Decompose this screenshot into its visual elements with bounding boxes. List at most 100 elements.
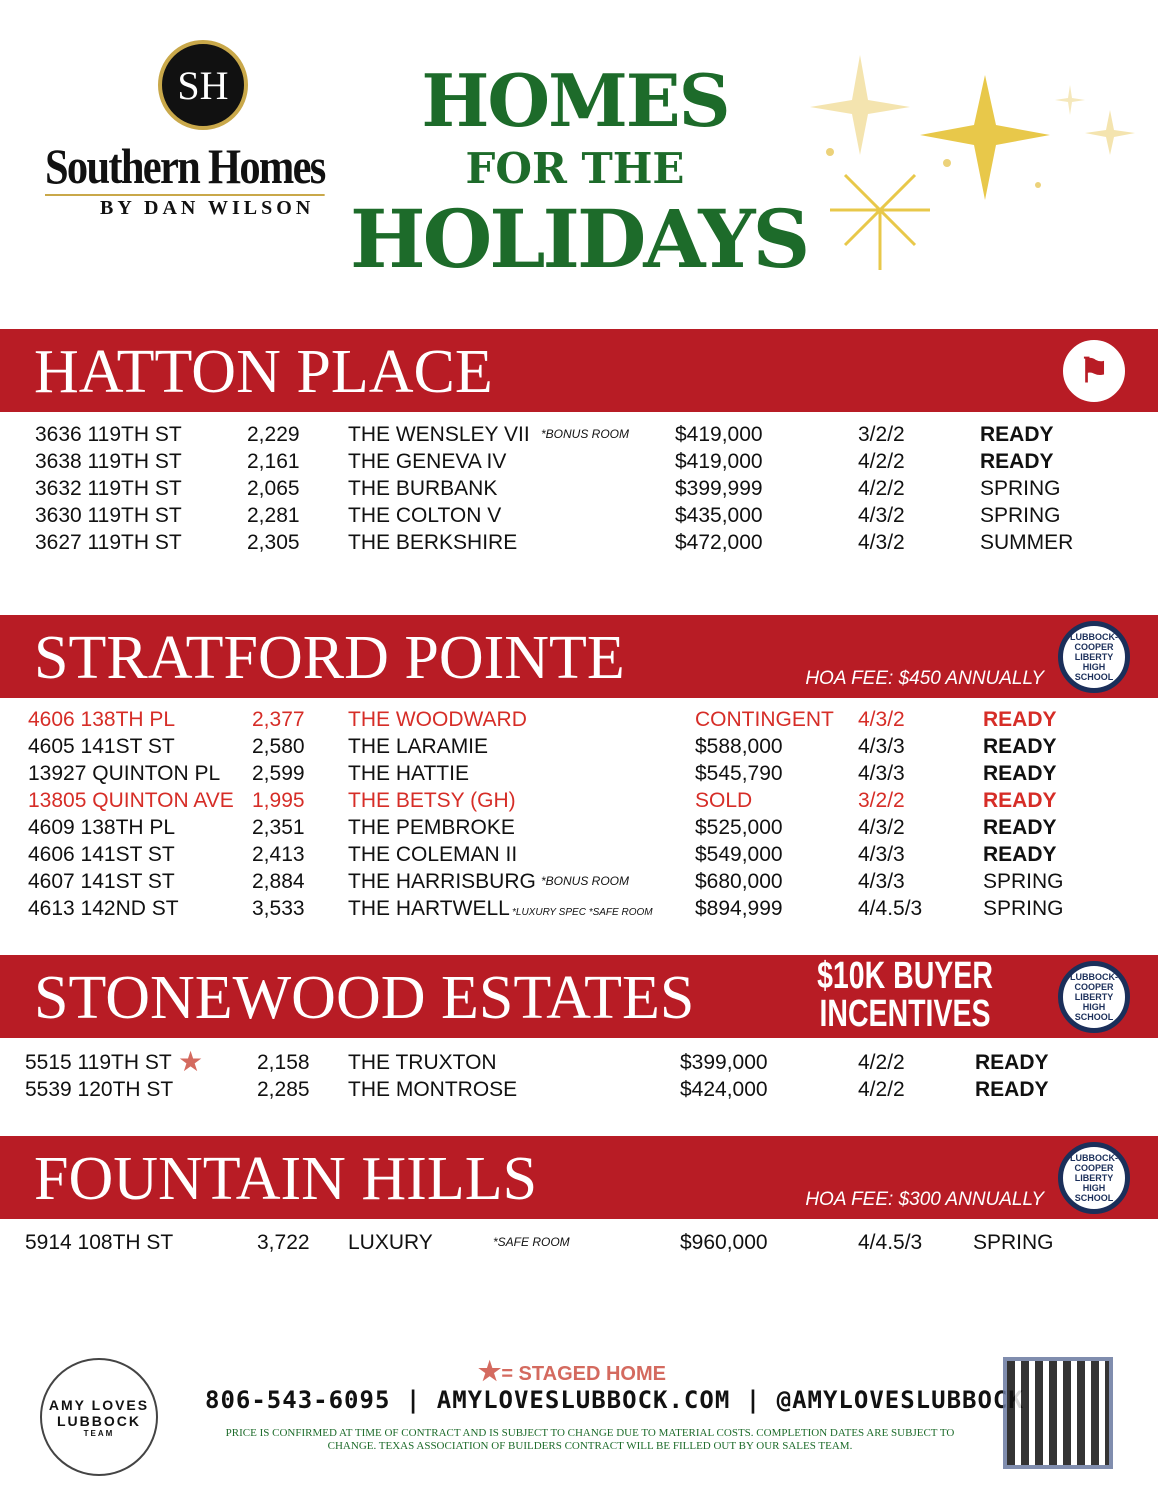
school-badge: LUBBOCK-COOPER LIBERTY HIGH SCHOOL	[1058, 1142, 1130, 1214]
square-feet: 2,229	[247, 423, 300, 446]
square-feet: 1,995	[252, 789, 305, 812]
bed-bath-garage: 4/2/2	[858, 1051, 905, 1074]
listing-row[interactable]: 5539 120TH ST 2,285 THE MONTROSE $424,000 …	[0, 1078, 1158, 1105]
listing-row[interactable]: 4606 141ST ST 2,413 THE COLEMAN II $549,00…	[0, 843, 1158, 870]
listing-row[interactable]: 13805 QUINTON AVE 1,995 THE BETSY (GH) SOL…	[0, 789, 1158, 816]
availability-status: READY	[983, 816, 1057, 839]
listing-row[interactable]: 3630 119TH ST 2,281 THE COLTON V $435,000 …	[0, 504, 1158, 531]
availability-status: SUMMER	[980, 531, 1074, 554]
bed-bath-garage: 3/2/2	[858, 789, 905, 812]
plan-note: *BONUS ROOM	[541, 874, 630, 888]
listing-row[interactable]: 13927 QUINTON PL 2,599 THE HATTIE $545,790…	[0, 762, 1158, 789]
square-feet: 3,722	[257, 1231, 310, 1254]
availability-status: READY	[983, 843, 1057, 866]
bed-bath-garage: 4/4.5/3	[858, 897, 923, 920]
listing-row[interactable]: 4613 142ND ST 3,533 THE HARTWELL *LUXURY S…	[0, 897, 1158, 924]
listing-row[interactable]: 5914 108TH ST 3,722 LUXURY *SAFE ROOM $960,…	[0, 1231, 1158, 1258]
staged-home-legend: ★= STAGED HOME	[478, 1356, 666, 1387]
school-badge-text: LUBBOCK-COOPER LIBERTY HIGH SCHOOL	[1070, 972, 1118, 1022]
listing-row[interactable]: 4606 138TH PL 2,377 THE WOODWARD CONTINGEN…	[0, 708, 1158, 735]
title-line-2: FOR THE	[465, 144, 685, 193]
listing-row[interactable]: 3638 119TH ST 2,161 THE GENEVA IV $419,000…	[0, 450, 1158, 477]
disclaimer: PRICE IS CONFIRMED AT TIME OF CONTRACT A…	[225, 1427, 955, 1452]
qr-code-icon[interactable]	[1003, 1357, 1113, 1469]
incentive-line-1: $10K BUYER	[817, 955, 993, 997]
listing-row[interactable]: 4609 138TH PL 2,351 THE PEMBROKE $525,000 …	[0, 816, 1158, 843]
price: $472,000	[675, 531, 763, 554]
plan-note: *SAFE ROOM	[493, 1235, 570, 1249]
bed-bath-garage: 4/3/3	[858, 762, 905, 785]
hoa-fee: HOA FEE: $450 ANNUALLY	[805, 668, 1044, 689]
address: 13927 QUINTON PL	[28, 762, 221, 785]
square-feet: 2,281	[247, 504, 300, 527]
listing-row[interactable]: 4607 141ST ST 2,884 THE HARRISBURG *BONUS …	[0, 870, 1158, 897]
staged-star-icon: ★	[178, 1046, 204, 1077]
pirate-flag-icon: ⚑	[1058, 335, 1130, 407]
plan-name: THE TRUXTON	[348, 1051, 497, 1074]
address: 5914 108TH ST	[25, 1231, 174, 1254]
price: $894,999	[695, 897, 783, 920]
plan-name: THE HARTWELL	[348, 897, 510, 920]
bed-bath-garage: 4/2/2	[858, 477, 905, 500]
price: $960,000	[680, 1231, 768, 1254]
southern-homes-logo-mark: SH	[158, 40, 248, 130]
address: 4607 141ST ST	[28, 870, 175, 893]
availability-status: SPRING	[980, 477, 1061, 500]
listing-row[interactable]: 3632 119TH ST 2,065 THE BURBANK $399,999 4…	[0, 477, 1158, 504]
square-feet: 2,351	[252, 816, 305, 839]
listing-row[interactable]: 3627 119TH ST 2,305 THE BERKSHIRE $472,000…	[0, 531, 1158, 558]
plan-name: THE HATTIE	[348, 762, 469, 785]
availability-status: READY	[983, 789, 1057, 812]
logo-initials: SH	[177, 62, 229, 108]
square-feet: 2,285	[257, 1078, 310, 1101]
listing-row[interactable]: 4605 141ST ST 2,580 THE LARAMIE $588,000 4…	[0, 735, 1158, 762]
title-line-3: HOLIDAYS	[350, 192, 810, 286]
school-badge: LUBBOCK-COOPER LIBERTY HIGH SCHOOL	[1058, 621, 1130, 693]
listing-row[interactable]: 5515 119TH ST ★ 2,158 THE TRUXTON $399,000 …	[0, 1046, 1158, 1078]
community-name: HATTON PLACE	[34, 338, 493, 406]
availability-status: READY	[983, 708, 1057, 731]
plan-name: THE BURBANK	[348, 477, 498, 500]
title-line-1: HOMES	[421, 58, 730, 143]
square-feet: 2,413	[252, 843, 305, 866]
plan-name: THE BETSY (GH)	[348, 789, 516, 812]
availability-status: SPRING	[980, 504, 1061, 527]
address: 5539 120TH ST	[25, 1078, 174, 1101]
listing-row[interactable]: 3636 119TH ST 2,229 THE WENSLEY VII *BONUS…	[0, 423, 1158, 450]
price: $545,790	[695, 762, 783, 785]
availability-status: SPRING	[983, 870, 1064, 893]
bed-bath-garage: 4/2/2	[858, 450, 905, 473]
incentive-line-2: INCENTIVES	[819, 993, 991, 1035]
plan-name: THE LARAMIE	[348, 735, 489, 758]
availability-status: READY	[983, 762, 1057, 785]
contact-info: 806-543-6095 | AMYLOVESLUBBOCK.COM | @AM…	[205, 1386, 1024, 1414]
price: $424,000	[680, 1078, 768, 1101]
brand-name: Southern Homes	[45, 138, 326, 196]
availability-status: READY	[980, 450, 1054, 473]
plan-name: LUXURY	[348, 1231, 433, 1254]
plan-name: THE PEMBROKE	[348, 816, 515, 839]
school-badge: LUBBOCK-COOPER LIBERTY HIGH SCHOOL	[1058, 961, 1130, 1033]
availability-status: READY	[975, 1078, 1049, 1101]
bed-bath-garage: 4/3/3	[858, 735, 905, 758]
square-feet: 2,377	[252, 708, 305, 731]
hoa-fee: HOA FEE: $300 ANNUALLY	[805, 1189, 1044, 1210]
school-badge-text: LUBBOCK-COOPER LIBERTY HIGH SCHOOL	[1070, 632, 1118, 682]
price: $549,000	[695, 843, 783, 866]
bed-bath-garage: 4/3/2	[858, 708, 905, 731]
availability-status: READY	[975, 1051, 1049, 1074]
section-band: HATTON PLACE ⚑	[0, 329, 1158, 412]
square-feet: 2,305	[247, 531, 300, 554]
plan-name: THE WENSLEY VII	[348, 423, 530, 446]
address: 3630 119TH ST	[35, 504, 182, 527]
address: 4605 141ST ST	[28, 735, 175, 758]
bed-bath-garage: 4/4.5/3	[858, 1231, 923, 1254]
community-name: FOUNTAIN HILLS	[34, 1145, 538, 1213]
address: 3636 119TH ST	[35, 423, 182, 446]
plan-name: THE MONTROSE	[348, 1078, 518, 1101]
brand-byline: BY DAN WILSON	[100, 197, 315, 219]
price: $525,000	[695, 816, 783, 839]
price: $680,000	[695, 870, 783, 893]
plan-name: THE COLTON V	[348, 504, 502, 527]
availability-status: SPRING	[973, 1231, 1054, 1254]
